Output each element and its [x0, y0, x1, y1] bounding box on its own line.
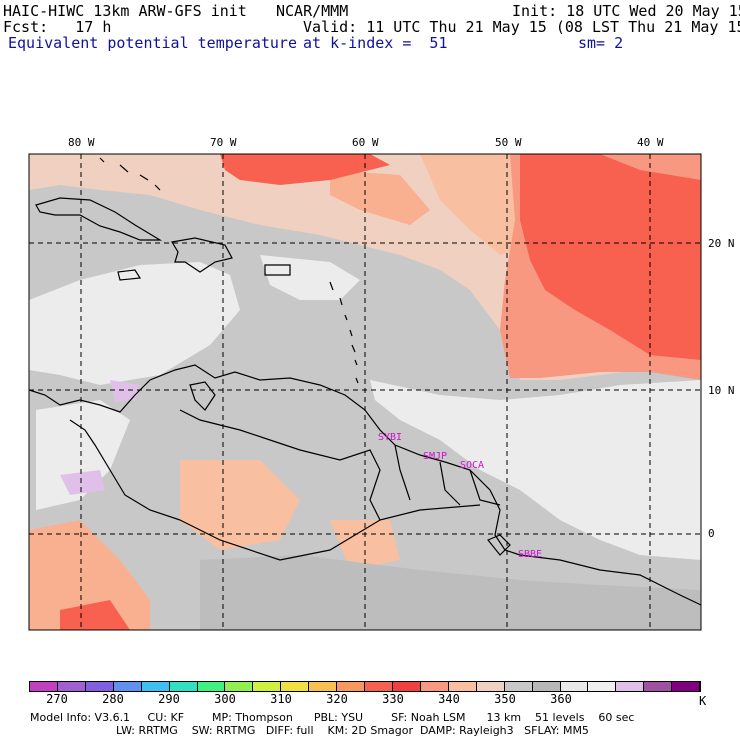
- colorbar-tick-label: 360: [541, 692, 581, 706]
- colorbar-swatch: [505, 682, 533, 691]
- station-smjp: SMJP: [423, 451, 447, 462]
- colorbar-tick-label: 280: [93, 692, 133, 706]
- colorbar-swatch: [365, 682, 393, 691]
- colorbar-swatch: [86, 682, 114, 691]
- colorbar-swatch: [170, 682, 198, 691]
- colorbar-swatch: [477, 682, 505, 691]
- colorbar-swatch: [449, 682, 477, 691]
- colorbar-swatch: [533, 682, 561, 691]
- station-sybi: SYBI: [378, 432, 402, 443]
- colorbar: [29, 681, 701, 692]
- colorbar-swatch: [588, 682, 616, 691]
- model-info-line2: LW: RRTMG SW: RRTMG DIFF: full KM: 2D Sm…: [60, 724, 589, 737]
- colorbar-swatch: [253, 682, 281, 691]
- colorbar-swatch: [198, 682, 226, 691]
- colorbar-swatch: [561, 682, 589, 691]
- colorbar-swatch: [58, 682, 86, 691]
- colorbar-swatch: [672, 682, 700, 691]
- colorbar-swatch: [281, 682, 309, 691]
- colorbar-tick-label: 290: [149, 692, 189, 706]
- colorbar-tick-label: 330: [373, 692, 413, 706]
- colorbar-swatch: [421, 682, 449, 691]
- colorbar-swatch: [644, 682, 672, 691]
- station-sbbe: SBBE: [518, 549, 542, 560]
- colorbar-tick-label: 340: [429, 692, 469, 706]
- model-info-line1: Model Info: V3.6.1 CU: KF MP: Thompson P…: [30, 711, 634, 724]
- colorbar-swatch: [393, 682, 421, 691]
- colorbar-swatch: [114, 682, 142, 691]
- colorbar-swatch: [225, 682, 253, 691]
- colorbar-swatch: [337, 682, 365, 691]
- colorbar-tick-label: 350: [485, 692, 525, 706]
- station-soca: SOCA: [460, 460, 484, 471]
- colorbar-swatch: [616, 682, 644, 691]
- colorbar-tick-label: 270: [37, 692, 77, 706]
- colorbar-tick-label: 300: [205, 692, 245, 706]
- colorbar-unit: K: [699, 694, 706, 708]
- colorbar-swatch: [142, 682, 170, 691]
- colorbar-tick-label: 320: [317, 692, 357, 706]
- colorbar-tick-label: 310: [261, 692, 301, 706]
- colorbar-swatch: [30, 682, 58, 691]
- colorbar-swatch: [309, 682, 337, 691]
